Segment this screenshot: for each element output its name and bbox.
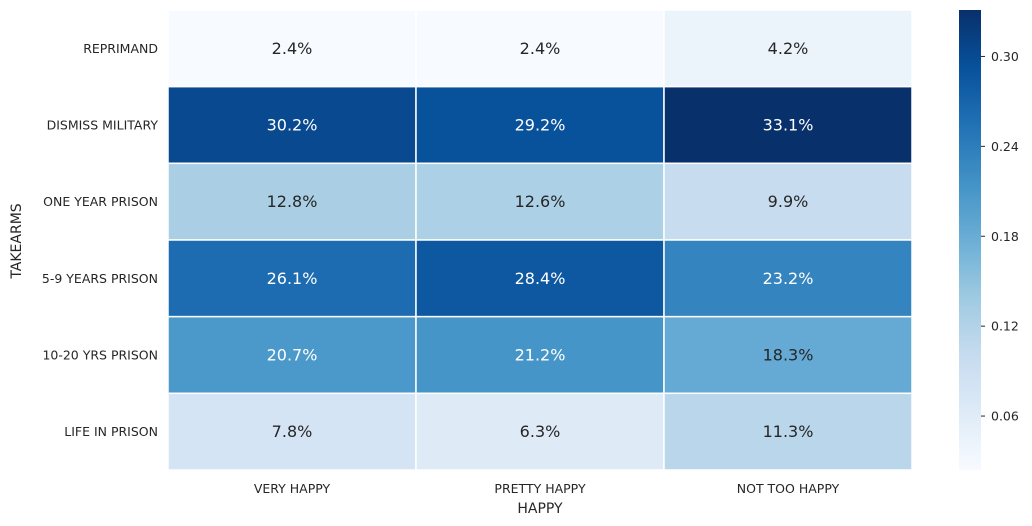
cell-annotation: 23.2% <box>763 269 814 288</box>
cell-annotation: 33.1% <box>763 116 814 135</box>
heatmap-cell <box>415 315 665 395</box>
x-axis-label: HAPPY <box>517 501 563 517</box>
cell-annotation: 30.2% <box>267 116 318 135</box>
y-tick-label: ONE YEAR PRISON <box>43 194 158 209</box>
y-tick-label: REPRIMAND <box>83 41 158 56</box>
cell-annotation: 2.4% <box>520 39 561 58</box>
cell-annotation: 2.4% <box>272 39 313 58</box>
colorbar-ticks: 0.06 0.12 0.18 0.24 0.30 <box>981 49 1019 424</box>
y-tick-label: 5-9 YEARS PRISON <box>42 271 158 286</box>
colorbar <box>959 10 981 470</box>
colorbar-tick-label: 0.24 <box>991 139 1019 154</box>
heatmap-cell <box>663 85 913 165</box>
colorbar-tick-label: 0.12 <box>991 319 1019 334</box>
cell-annotation: 28.4% <box>515 269 566 288</box>
cell-annotation: 20.7% <box>267 346 318 365</box>
heatmap-cell <box>167 85 417 165</box>
heatmap-cell <box>663 9 913 88</box>
cell-annotation: 7.8% <box>272 422 313 441</box>
heatmap-cell <box>415 85 665 165</box>
cell-annotation: 26.1% <box>267 269 318 288</box>
heatmap-cell <box>167 9 417 88</box>
cell-annotation: 29.2% <box>515 116 566 135</box>
heatmap-cell <box>415 392 665 471</box>
x-tick-label: NOT TOO HAPPY <box>737 481 840 496</box>
cell-annotation: 4.2% <box>768 39 809 58</box>
y-tick-label: DISMISS MILITARY <box>47 118 159 133</box>
cell-annotation: 11.3% <box>763 422 814 441</box>
colorbar-tick-label: 0.30 <box>991 49 1019 64</box>
y-tick-label: LIFE IN PRISON <box>64 424 158 439</box>
heatmap-cell <box>167 392 417 471</box>
cell-annotation: 18.3% <box>763 346 814 365</box>
heatmap-cell <box>167 315 417 395</box>
heatmap-cell <box>663 239 913 318</box>
colorbar-tick-label: 0.18 <box>991 229 1019 244</box>
x-tick-labels: VERY HAPPY PRETTY HAPPY NOT TOO HAPPY <box>254 481 840 496</box>
cell-annotation: 21.2% <box>515 346 566 365</box>
heatmap-cell <box>663 315 913 395</box>
heatmap-cell <box>663 392 913 471</box>
heatmap-cells <box>167 9 913 471</box>
cell-annotation: 9.9% <box>768 192 809 211</box>
y-axis-label: TAKEARMS <box>9 203 25 279</box>
cell-annotation: 12.6% <box>515 192 566 211</box>
heatmap-cell <box>415 162 665 241</box>
colorbar-tick-label: 0.06 <box>991 409 1019 424</box>
heatmap-cell <box>415 9 665 88</box>
y-tick-label: 10-20 YRS PRISON <box>42 348 158 363</box>
y-tick-labels: REPRIMAND DISMISS MILITARY ONE YEAR PRISON… <box>42 41 158 439</box>
cell-annotations: 2.4% 2.4% 4.2% 30.2% 29.2% 33.1% 12.8% 12.6% 9.9… <box>267 39 814 441</box>
cell-annotation: 6.3% <box>520 422 561 441</box>
x-tick-label: PRETTY HAPPY <box>494 481 586 496</box>
heatmap-cell <box>167 239 417 318</box>
x-tick-label: VERY HAPPY <box>254 481 331 496</box>
cell-annotation: 12.8% <box>267 192 318 211</box>
